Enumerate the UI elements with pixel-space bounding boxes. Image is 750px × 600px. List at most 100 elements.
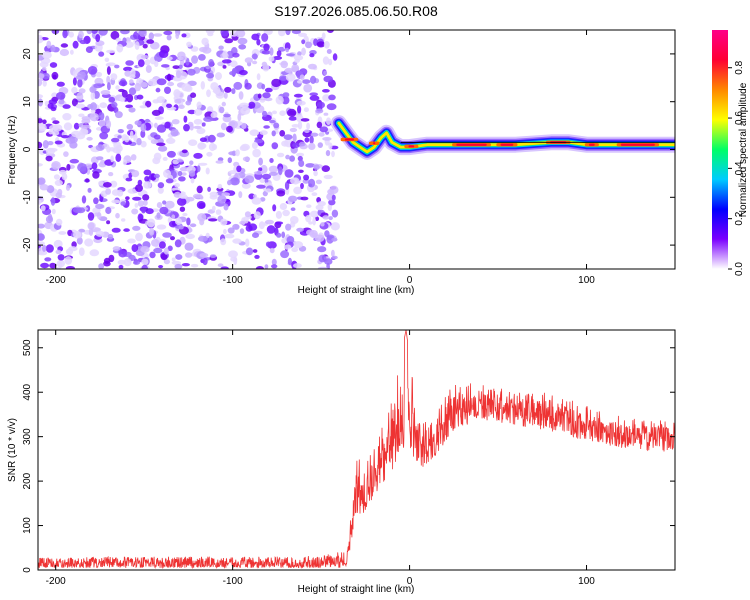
noise-blob — [164, 200, 175, 209]
noise-blob — [45, 155, 53, 162]
noise-blob — [304, 129, 310, 134]
noise-blob — [176, 197, 187, 206]
noise-blob — [119, 96, 126, 102]
noise-blob — [56, 92, 66, 100]
noise-blob — [293, 186, 302, 195]
noise-blob — [256, 73, 261, 81]
noise-blob — [139, 105, 147, 109]
noise-blob — [98, 112, 105, 121]
noise-blob — [322, 137, 332, 141]
colorbar-tick-label: 0.6 — [734, 111, 745, 125]
noise-blob — [97, 212, 102, 220]
noise-blob — [42, 80, 47, 87]
noise-blob — [128, 79, 134, 84]
noise-blob — [90, 91, 96, 101]
noise-blob — [245, 247, 254, 256]
noise-blob — [85, 178, 90, 183]
noise-blob — [174, 182, 181, 188]
noise-blob — [252, 148, 261, 158]
noise-blob — [151, 109, 161, 116]
noise-blob — [262, 110, 268, 117]
noise-blob — [103, 260, 111, 267]
noise-blob — [223, 228, 227, 235]
noise-blob — [286, 53, 295, 57]
noise-blob — [68, 246, 78, 252]
noise-blob — [88, 227, 94, 236]
noise-blob — [137, 200, 144, 207]
noise-blob — [162, 156, 168, 161]
noise-blob — [245, 238, 250, 247]
noise-blob — [238, 44, 247, 50]
noise-blob — [292, 133, 297, 143]
noise-blob — [257, 170, 261, 175]
noise-blob — [244, 82, 252, 90]
noise-blob — [271, 130, 276, 137]
noise-blob — [328, 216, 333, 221]
noise-blob — [198, 54, 206, 61]
noise-blob — [220, 238, 227, 246]
noise-blob — [256, 38, 261, 46]
noise-blob — [301, 39, 306, 45]
noise-blob — [153, 173, 160, 179]
noise-blob — [81, 118, 91, 124]
spectrogram-y-tick-label: -10 — [22, 190, 33, 205]
noise-blob — [197, 213, 207, 222]
noise-blob — [118, 264, 124, 269]
noise-blob — [152, 157, 161, 165]
noise-blob — [258, 157, 263, 166]
noise-blob — [173, 89, 181, 98]
noise-blob — [285, 73, 296, 82]
noise-blob — [111, 101, 118, 108]
noise-blob — [106, 62, 116, 67]
noise-blob — [78, 30, 84, 39]
noise-blob — [185, 233, 195, 240]
noise-blob — [275, 221, 284, 225]
noise-blob — [142, 43, 148, 49]
noise-blob — [38, 223, 45, 229]
noise-blob — [134, 82, 141, 92]
noise-blob — [220, 266, 229, 269]
noise-blob — [153, 33, 163, 37]
noise-blob — [51, 161, 61, 170]
noise-blob — [207, 186, 212, 192]
noise-blob — [273, 122, 280, 129]
noise-blob — [134, 120, 142, 126]
noise-blob — [229, 170, 237, 175]
noise-blob — [159, 50, 169, 58]
noise-blob — [297, 121, 303, 130]
noise-blob — [276, 152, 285, 158]
noise-blob — [279, 130, 286, 137]
noise-blob — [134, 203, 139, 208]
noise-blob — [128, 107, 136, 113]
noise-blob — [62, 30, 68, 39]
noise-blob — [190, 263, 199, 268]
noise-blob — [239, 145, 249, 152]
noise-blob — [45, 147, 56, 155]
noise-blob — [89, 86, 96, 93]
noise-blob — [89, 249, 100, 257]
noise-blob — [65, 184, 71, 191]
noise-blob — [244, 211, 251, 218]
noise-blob — [38, 30, 41, 34]
noise-blob — [254, 254, 260, 259]
noise-blob — [58, 99, 65, 105]
noise-blob — [215, 91, 225, 99]
noise-blob — [331, 194, 336, 201]
noise-blob — [166, 56, 173, 61]
spectrogram-y-tick-label: 20 — [22, 48, 33, 60]
spectrogram-x-ticks: -200 -100 0 100 — [46, 30, 595, 286]
noise-blob — [66, 163, 71, 171]
noise-blob — [108, 172, 114, 177]
noise-blob — [164, 86, 171, 95]
noise-blob — [245, 224, 253, 232]
noise-blob — [133, 134, 138, 142]
noise-blob — [315, 108, 324, 114]
noise-blob — [124, 41, 134, 48]
noise-blob — [177, 170, 183, 177]
noise-blob — [233, 256, 238, 265]
noise-blob — [85, 46, 93, 53]
noise-blob — [331, 209, 339, 218]
noise-blob — [163, 30, 173, 36]
noise-blob — [105, 120, 112, 129]
noise-blob — [59, 48, 70, 57]
